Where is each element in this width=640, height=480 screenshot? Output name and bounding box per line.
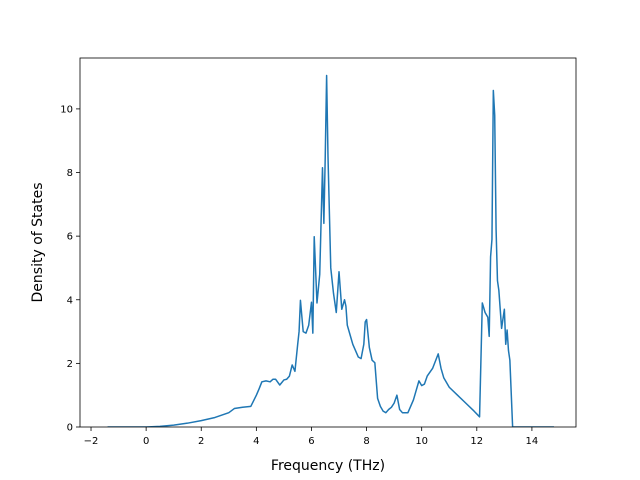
x-tick-label: 6 bbox=[308, 436, 314, 447]
axes-frame bbox=[79, 57, 577, 428]
x-axis-ticks: −2 0 2 4 6 8 10 12 14 bbox=[84, 427, 539, 447]
x-tick-label: 10 bbox=[415, 436, 428, 447]
y-tick-label: 8 bbox=[67, 168, 73, 179]
plot-area bbox=[107, 74, 554, 427]
y-tick-label: 6 bbox=[67, 232, 73, 243]
x-tick-label: 0 bbox=[143, 436, 149, 447]
y-tick-label: 2 bbox=[67, 359, 73, 370]
x-tick-label: 14 bbox=[526, 436, 539, 447]
y-axis-label: Density of States bbox=[30, 183, 46, 303]
x-axis-label: Frequency (THz) bbox=[271, 458, 385, 474]
dos-series-line bbox=[107, 74, 554, 427]
y-axis-ticks: 0 2 4 6 8 10 bbox=[60, 104, 80, 434]
x-tick-label: 4 bbox=[253, 436, 259, 447]
x-tick-label: 12 bbox=[470, 436, 483, 447]
x-tick-label: 8 bbox=[363, 436, 369, 447]
y-tick-label: 10 bbox=[60, 104, 73, 115]
y-tick-label: 4 bbox=[67, 295, 73, 306]
x-tick-label: −2 bbox=[84, 436, 99, 447]
y-tick-label: 0 bbox=[67, 423, 73, 434]
x-tick-label: 2 bbox=[198, 436, 204, 447]
